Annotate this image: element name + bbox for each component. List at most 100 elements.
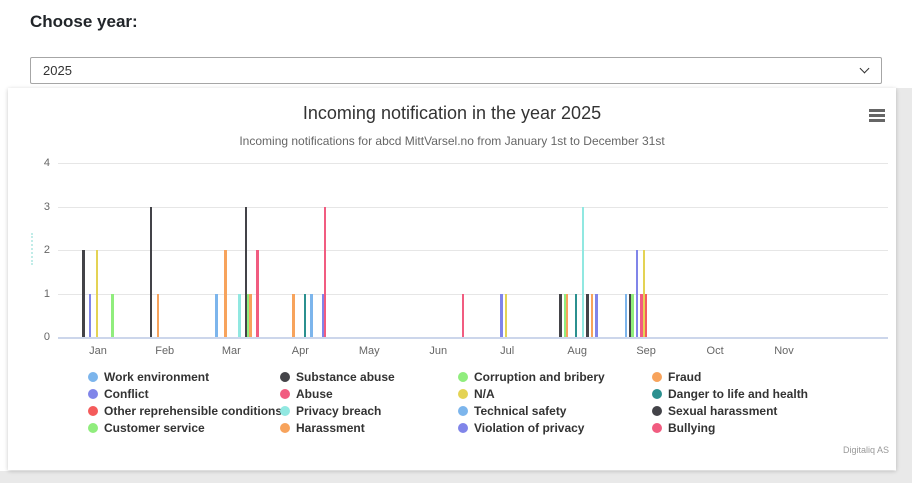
legend-marker-icon [88, 372, 98, 382]
chart-credits-link[interactable]: Digitaliq AS [842, 445, 889, 455]
legend-item-label: N/A [474, 387, 495, 401]
x-axis-month-label: Apr [291, 345, 309, 357]
bar[interactable] [559, 293, 562, 337]
y-axis-tick-label: 0 [43, 331, 50, 343]
grid-line [58, 293, 888, 295]
legend-item-label: Work environment [104, 370, 210, 384]
legend-item-label: Harassment [296, 421, 365, 435]
x-axis-month-label: Jan [89, 345, 107, 357]
legend-marker-icon [458, 406, 468, 416]
y-axis-title-faint [31, 233, 33, 265]
x-axis-month-label: Aug [567, 345, 587, 357]
legend-item-label: Danger to life and health [668, 387, 809, 401]
legend-item[interactable]: Fraud [652, 370, 832, 384]
bar[interactable] [82, 250, 85, 337]
legend-marker-icon [458, 423, 468, 433]
legend-item[interactable]: Privacy breach [280, 404, 458, 418]
legend-marker-icon [280, 372, 290, 382]
legend-marker-icon [652, 423, 662, 433]
chart-export-menu-button[interactable] [866, 107, 887, 124]
year-select-wrap: 2025 [30, 57, 882, 84]
bar[interactable] [215, 293, 218, 337]
page-background-bottom [0, 471, 912, 483]
bar[interactable] [310, 293, 313, 337]
legend-item[interactable]: Other reprehensible conditions [88, 404, 282, 418]
x-axis-month-label: Nov [774, 345, 794, 357]
legend-item[interactable]: Sexual harassment [652, 404, 832, 418]
legend-marker-icon [652, 406, 662, 416]
bar[interactable] [244, 206, 248, 337]
legend-item[interactable]: Bullying [652, 421, 832, 435]
legend-item-label: Fraud [668, 370, 702, 384]
bar[interactable] [321, 293, 325, 337]
legend-marker-icon [280, 423, 290, 433]
chart-subtitle: Incoming notifications for abcd MittVars… [239, 134, 665, 148]
legend-item[interactable]: N/A [458, 387, 652, 401]
bar[interactable] [590, 293, 594, 337]
bar[interactable] [111, 293, 114, 337]
chart-legend: Work environment Substance abuse Corruptio… [88, 370, 832, 435]
x-axis-month-label: Jun [429, 345, 448, 357]
bar[interactable] [581, 206, 585, 337]
legend-item[interactable]: Abuse [280, 387, 458, 401]
x-axis-month-label: Feb [155, 345, 175, 357]
legend-marker-icon [458, 389, 468, 399]
bar[interactable] [563, 293, 567, 337]
legend-item-label: Sexual harassment [668, 404, 778, 418]
legend-item-label: Customer service [104, 421, 205, 435]
legend-marker-icon [458, 372, 468, 382]
bar[interactable] [238, 293, 241, 337]
bar[interactable] [95, 250, 99, 337]
bar[interactable] [644, 293, 648, 337]
y-axis-tick-label: 3 [43, 200, 50, 213]
bar[interactable] [247, 293, 250, 337]
x-axis-month-label: Sep [636, 345, 656, 357]
legend-marker-icon [652, 372, 662, 382]
hamburger-icon [868, 109, 885, 122]
bar[interactable] [565, 293, 569, 337]
legend-item-label: Substance abuse [296, 370, 395, 384]
bar[interactable] [249, 293, 252, 337]
legend-item[interactable]: Corruption and bribery [458, 370, 652, 384]
bar[interactable] [303, 293, 307, 337]
bar[interactable] [624, 293, 628, 337]
year-select[interactable]: 2025 [30, 57, 882, 84]
legend-item[interactable]: Work environment [88, 370, 280, 384]
legend-item-label: Bullying [668, 421, 716, 435]
legend-item[interactable]: Substance abuse [280, 370, 458, 384]
bar[interactable] [504, 293, 508, 337]
bar[interactable] [642, 250, 646, 337]
legend-item-label: Technical safety [474, 404, 567, 418]
legend-item[interactable]: Violation of privacy [458, 421, 652, 435]
bar[interactable] [256, 250, 259, 337]
bar[interactable] [640, 293, 643, 337]
legend-marker-icon [280, 389, 290, 399]
legend-item[interactable]: Technical safety [458, 404, 652, 418]
bar[interactable] [595, 293, 598, 337]
bar[interactable] [88, 293, 92, 337]
bar[interactable] [635, 250, 639, 337]
bar[interactable] [149, 206, 153, 337]
legend-item[interactable]: Harassment [280, 421, 458, 435]
chart-card: Incoming notification in the year 2025 I… [8, 88, 896, 470]
bar[interactable] [574, 293, 578, 337]
bar[interactable] [156, 293, 160, 337]
legend-item[interactable]: Danger to life and health [652, 387, 832, 401]
bar[interactable] [586, 293, 589, 337]
bar[interactable] [500, 293, 503, 337]
x-axis-month-label: May [358, 345, 380, 357]
legend-item[interactable]: Conflict [88, 387, 280, 401]
grid-line [58, 250, 888, 251]
legend-item[interactable]: Customer service [88, 421, 280, 435]
y-axis-tick-label: 4 [43, 157, 50, 169]
bar[interactable] [629, 293, 632, 337]
bar[interactable] [461, 293, 465, 337]
legend-marker-icon [652, 389, 662, 399]
bar[interactable] [292, 293, 295, 337]
x-axis-month-label: Jul [500, 345, 515, 357]
bar[interactable] [631, 293, 634, 337]
grid-line [58, 163, 888, 164]
legend-marker-icon [280, 406, 290, 416]
bar[interactable] [224, 250, 227, 337]
bar[interactable] [323, 206, 327, 337]
